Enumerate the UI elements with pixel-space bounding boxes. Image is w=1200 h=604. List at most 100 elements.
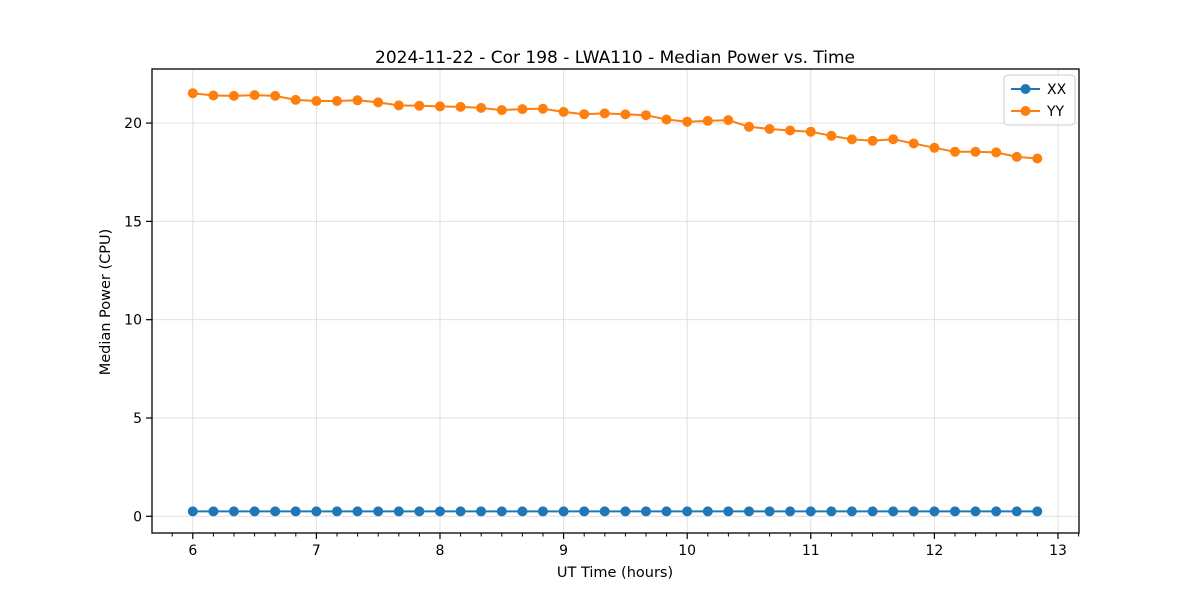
data-point-xx (929, 506, 940, 517)
data-point-xx (290, 506, 301, 517)
data-point-yy (950, 146, 960, 157)
data-point-yy (476, 102, 487, 113)
data-point-xx (805, 506, 816, 517)
data-point-xx (455, 506, 466, 517)
data-point-yy (1011, 151, 1022, 162)
data-point-yy (599, 108, 610, 119)
y-tick-label: 10 (124, 313, 142, 329)
data-point-xx (476, 506, 487, 517)
plot-border (151, 68, 1080, 534)
legend-sample-marker (1020, 84, 1031, 94)
data-point-yy (290, 94, 301, 105)
data-point-xx (764, 506, 775, 517)
data-point-yy (723, 115, 734, 126)
data-point-yy (826, 130, 837, 141)
data-point-xx (744, 506, 754, 517)
data-point-yy (888, 134, 899, 145)
data-point-yy (249, 90, 260, 101)
data-point-yy (579, 109, 590, 120)
data-point-xx (991, 506, 1002, 517)
data-point-yy (846, 134, 857, 145)
data-point-yy (311, 96, 322, 106)
data-point-xx (908, 506, 919, 517)
data-point-xx (496, 506, 507, 517)
data-point-xx (661, 506, 672, 517)
x-tick-label: 7 (312, 543, 321, 559)
tick-layer: 6 7 8 9 10 11 12 13 0 5 10 15 20 (124, 116, 1080, 559)
y-tick-label: 20 (124, 116, 142, 132)
data-point-yy (867, 135, 878, 146)
x-tick-label: 9 (559, 543, 568, 559)
data-point-yy (661, 114, 672, 125)
data-point-yy (373, 97, 384, 108)
data-point-yy (682, 116, 693, 127)
legend: XX YY (1003, 74, 1076, 126)
x-tick-label: 6 (188, 543, 197, 559)
data-point-xx (888, 506, 899, 517)
x-tick-label: 10 (678, 543, 696, 559)
x-tick-label: 11 (802, 543, 820, 559)
data-point-xx (641, 506, 651, 517)
data-point-xx (228, 506, 239, 517)
data-point-xx (702, 506, 713, 517)
data-point-yy (805, 126, 816, 137)
data-point-yy (352, 95, 363, 106)
legend-sample-marker (1020, 106, 1031, 116)
series-layer (187, 88, 1043, 517)
data-point-xx (187, 506, 198, 517)
data-point-yy (496, 105, 507, 116)
data-point-yy (785, 125, 796, 136)
data-point-xx (620, 506, 631, 517)
data-point-yy (970, 146, 981, 157)
data-point-xx (826, 506, 837, 517)
data-point-xx (414, 506, 425, 517)
data-point-yy (558, 106, 569, 117)
data-point-xx (558, 506, 569, 517)
data-point-yy (455, 101, 466, 112)
data-point-yy (641, 110, 651, 121)
data-point-xx (249, 506, 260, 517)
x-axis-label: UT Time (hours) (557, 565, 673, 581)
data-point-yy (270, 90, 281, 101)
data-point-xx (1011, 506, 1022, 517)
data-point-xx (723, 506, 734, 517)
data-point-yy (991, 147, 1002, 158)
data-point-xx (599, 506, 610, 517)
data-point-xx (950, 506, 960, 517)
data-point-yy (764, 124, 775, 134)
data-point-yy (228, 90, 239, 101)
data-point-yy (744, 121, 754, 132)
legend-entry-xx: XX (1047, 82, 1067, 98)
data-point-xx (1032, 506, 1043, 517)
data-point-yy (1032, 153, 1043, 164)
data-point-xx (311, 506, 322, 517)
y-tick-label: 5 (133, 411, 142, 427)
legend-entry-yy: YY (1046, 104, 1065, 120)
data-point-xx (846, 506, 857, 517)
data-point-xx (208, 506, 219, 517)
data-point-yy (208, 90, 219, 101)
data-point-yy (332, 96, 342, 106)
data-point-yy (435, 101, 445, 112)
y-tick-label: 0 (133, 509, 142, 525)
x-tick-label: 12 (925, 543, 943, 559)
y-tick-label: 15 (124, 214, 142, 230)
data-point-yy (702, 115, 713, 126)
data-point-yy (187, 88, 198, 99)
data-point-yy (620, 109, 631, 120)
data-point-xx (785, 506, 796, 517)
data-point-xx (332, 506, 342, 517)
data-point-xx (352, 506, 363, 517)
data-point-xx (270, 506, 281, 517)
data-point-yy (929, 142, 940, 153)
data-point-xx (373, 506, 384, 517)
grid-layer (152, 69, 1079, 533)
data-point-yy (537, 103, 548, 114)
data-point-xx (970, 506, 981, 517)
data-point-yy (414, 100, 425, 111)
data-point-xx (435, 506, 445, 517)
data-point-xx (867, 506, 878, 517)
